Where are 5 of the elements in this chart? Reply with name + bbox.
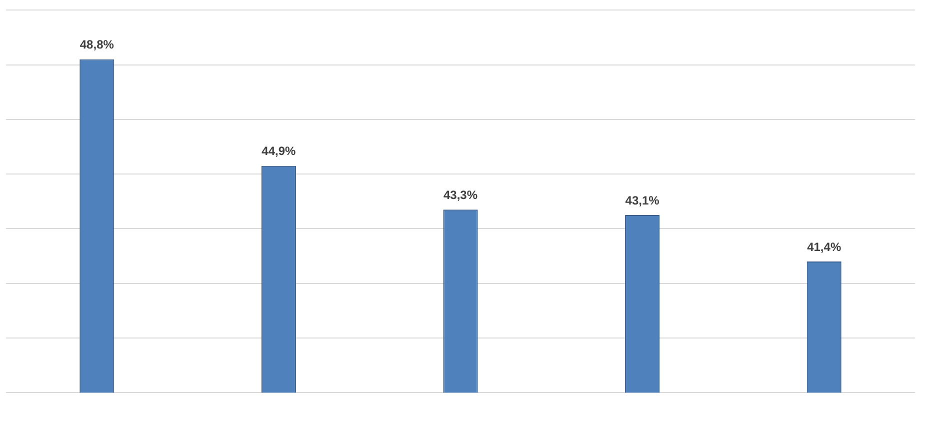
data-label: 41,4% (807, 240, 842, 254)
data-label: 48,8% (80, 38, 114, 52)
data-label: 43,3% (443, 188, 478, 202)
data-label: 44,9% (262, 144, 296, 158)
data-label: 43,1% (625, 193, 660, 208)
